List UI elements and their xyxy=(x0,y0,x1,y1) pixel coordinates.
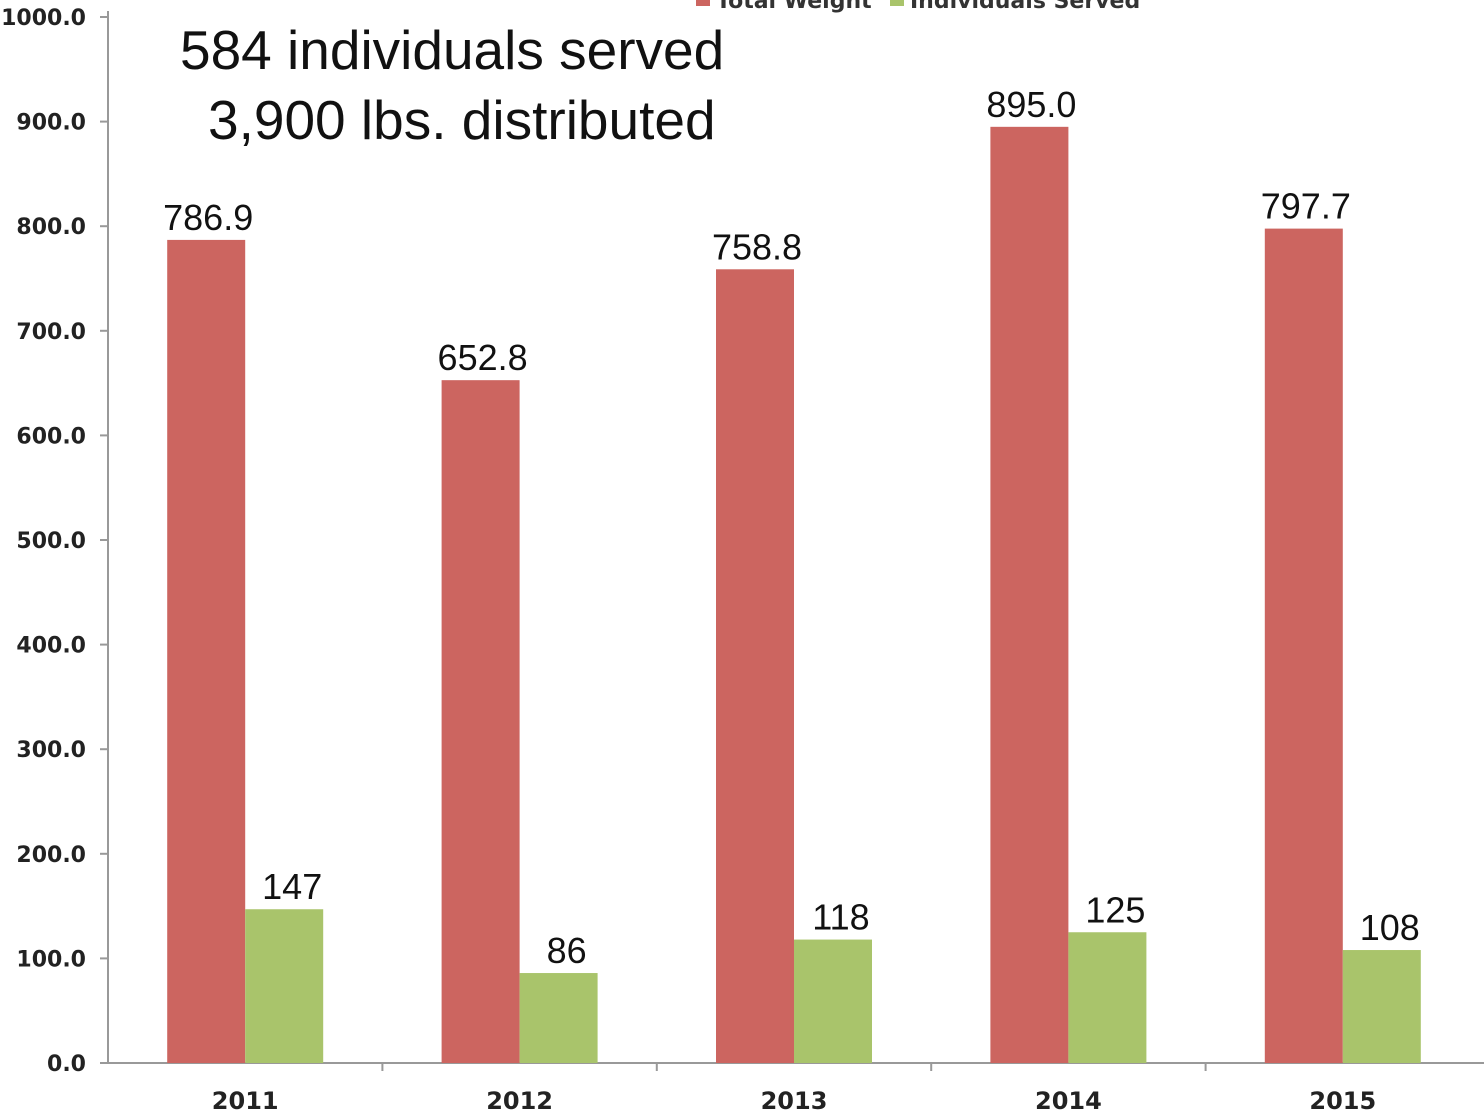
legend-swatch-individuals-served xyxy=(890,0,904,6)
annotation-individuals: 584 individuals served xyxy=(180,19,725,81)
data-label-individuals-served: 86 xyxy=(547,930,587,971)
bar-total-weight xyxy=(1264,228,1343,1063)
y-tick-label: 100.0 xyxy=(16,947,86,972)
data-label-individuals-served: 125 xyxy=(1085,889,1145,930)
data-label-individuals-served: 147 xyxy=(262,866,322,907)
bar-individuals-served xyxy=(1342,950,1421,1063)
x-tick-label: 2012 xyxy=(486,1087,553,1114)
data-label-total-weight: 797.7 xyxy=(1261,186,1351,227)
legend-label-individuals-served: Individuals Served xyxy=(910,0,1140,14)
legend-swatch-total-weight xyxy=(696,0,710,6)
x-tick-label: 2011 xyxy=(212,1087,279,1114)
y-tick-label: 800.0 xyxy=(16,215,86,240)
y-tick-label: 400.0 xyxy=(16,634,86,659)
data-label-total-weight: 758.8 xyxy=(712,226,802,267)
x-tick-label: 2013 xyxy=(761,1087,828,1114)
bar-individuals-served xyxy=(1068,932,1147,1063)
bar-total-weight xyxy=(167,239,246,1064)
y-tick-label: 700.0 xyxy=(16,320,86,345)
annotation-weight: 3,900 lbs. distributed xyxy=(208,89,716,151)
bar-individuals-served xyxy=(794,939,872,1063)
bar-total-weight xyxy=(716,269,794,1064)
data-label-total-weight: 786.9 xyxy=(163,197,253,238)
x-tick-label: 2014 xyxy=(1035,1087,1102,1114)
data-label-total-weight: 895.0 xyxy=(986,84,1076,125)
y-tick-label: 600.0 xyxy=(16,424,86,449)
y-tick-label: 200.0 xyxy=(16,843,86,868)
bar-total-weight xyxy=(990,126,1069,1063)
data-label-total-weight: 652.8 xyxy=(438,337,528,378)
data-label-individuals-served: 108 xyxy=(1360,907,1420,948)
data-label-individuals-served: 118 xyxy=(812,897,869,938)
y-tick-label: 1000.0 xyxy=(1,6,86,31)
legend-label-total-weight: Total Weight xyxy=(716,0,872,14)
bar-individuals-served xyxy=(519,973,598,1063)
bar-total-weight xyxy=(441,380,520,1063)
y-tick-label: 500.0 xyxy=(16,529,86,554)
x-tick-label: 2015 xyxy=(1309,1087,1376,1114)
y-tick-label: 0.0 xyxy=(47,1052,86,1077)
bar-individuals-served xyxy=(245,909,324,1063)
y-tick-label: 300.0 xyxy=(16,738,86,763)
y-tick-label: 900.0 xyxy=(16,111,86,136)
